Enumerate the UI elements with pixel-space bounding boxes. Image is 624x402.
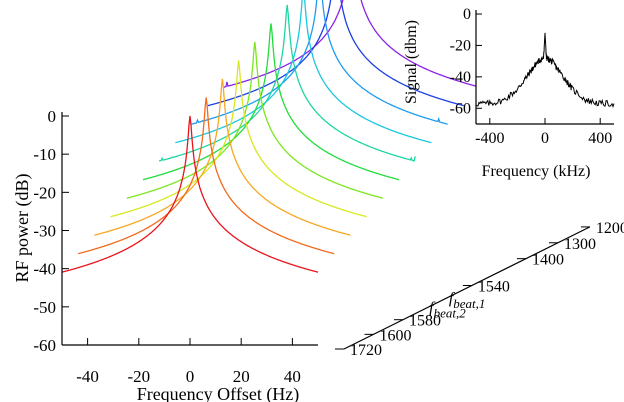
spectrum-trace-1 <box>61 115 319 273</box>
y-tick-label: -60 <box>33 336 56 355</box>
inset-trace <box>475 32 615 108</box>
depth-annotation: fbeat,2 <box>429 300 466 321</box>
y-tick-label: -10 <box>33 145 56 164</box>
depth-tick-label: 1580 <box>409 313 441 330</box>
spectrum-trace-7 <box>158 4 416 162</box>
traces-layer <box>61 0 481 273</box>
spectrum-trace-2 <box>78 97 335 255</box>
depth-tick-label: 1400 <box>532 252 564 269</box>
x-tick-label: 20 <box>233 367 250 386</box>
y-tick-label: 0 <box>48 107 57 126</box>
x-tick-label: 0 <box>186 367 195 386</box>
x-tick-label: -40 <box>76 367 99 386</box>
inset-x-tick-label: 400 <box>588 130 612 147</box>
x-tick-label: -20 <box>127 367 150 386</box>
y-tick-label: -20 <box>33 183 56 202</box>
spectrum-trace-11 <box>223 0 481 88</box>
depth-tick-label: 1300 <box>564 236 596 253</box>
spectrum-trace-3 <box>94 78 351 236</box>
spectrum-trace-6 <box>142 23 400 181</box>
spectrum-trace-4 <box>110 60 367 218</box>
inset-chart: 0 -20 -40 -60-400 0 400 <box>450 6 615 147</box>
depth-tick-label: 1540 <box>478 279 510 296</box>
depth-tick-label: 1200 <box>596 220 624 237</box>
inset-x-axis-title: Frequency (kHz) <box>482 163 591 180</box>
spectrum-trace-10 <box>207 0 464 107</box>
y-tick-label: -40 <box>33 260 56 279</box>
depth-tick-label: 1600 <box>380 327 412 344</box>
depth-annotation: fbeat,1 <box>449 290 486 311</box>
main-axes: 0 -10 -20 -30 -40 -50 -60 -40 -20 0 20 40 <box>33 107 318 386</box>
depth-axis-line <box>343 226 591 350</box>
inset-y-tick-label: -60 <box>450 100 471 117</box>
x-tick-label: 40 <box>284 367 301 386</box>
spectrum-trace-5 <box>126 41 383 199</box>
spectrum-trace-8 <box>175 0 432 144</box>
inset-background <box>476 14 614 124</box>
x-axis-title: Frequency Offset (Hz) <box>137 384 300 402</box>
inset-y-axis-title: Signal (dbm) <box>403 20 420 104</box>
inset-y-tick-label: 0 <box>463 6 471 23</box>
depth-tick-label: 1720 <box>350 342 382 359</box>
y-axis-title: RF power (dB) <box>12 174 33 283</box>
inset-y-tick-label: -40 <box>450 69 471 86</box>
spectrum-trace-9 <box>191 0 448 125</box>
inset-x-tick-label: -400 <box>475 130 504 147</box>
y-tick-label: -30 <box>33 222 56 241</box>
y-tick-label: -50 <box>33 298 56 317</box>
inset-y-tick-label: -20 <box>450 37 471 54</box>
inset-x-tick-label: 0 <box>541 130 549 147</box>
